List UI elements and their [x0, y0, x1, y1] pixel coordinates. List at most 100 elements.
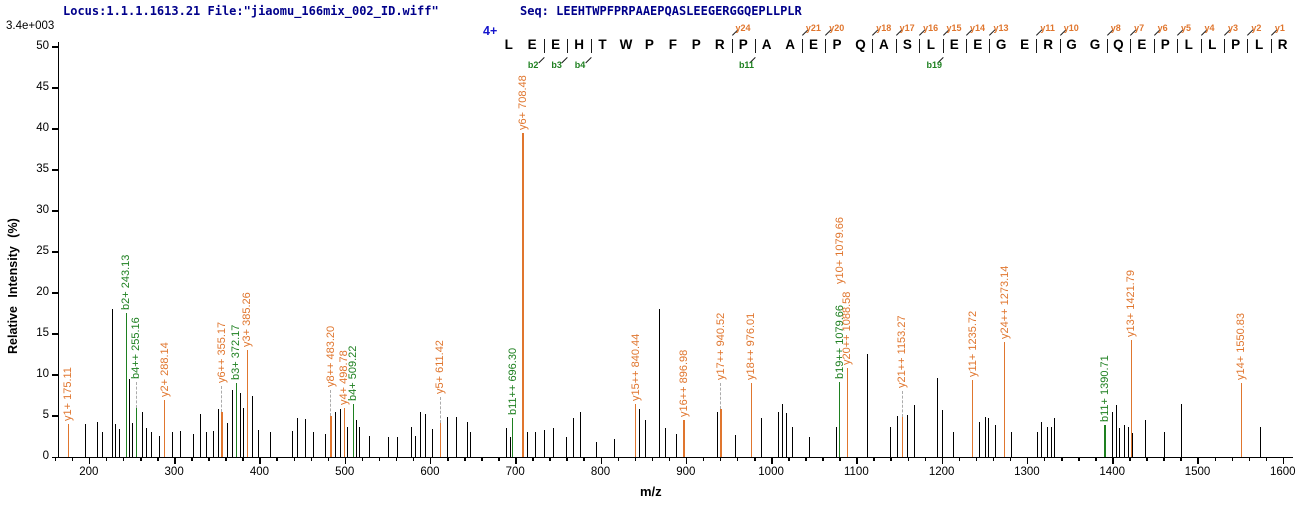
x-axis-minor-tick — [736, 457, 739, 461]
fragment-boundary-tick — [1270, 39, 1272, 53]
y-ion-peak-label: y24++ 1273.14 — [998, 265, 1011, 340]
x-axis-tick-label: 1100 — [843, 466, 869, 478]
y-ion-peak-label: y16++ 896.98 — [677, 349, 690, 418]
spectrum-peak — [596, 442, 598, 457]
y-ion-peak-label: y17++ 940.52 — [714, 313, 727, 381]
y-axis-tick — [52, 333, 59, 335]
spectrum-peak — [936, 378, 938, 457]
spectrum-peak — [1124, 425, 1126, 457]
sequence-header-text: Seq: LEEHTWPFPRPAAEPQASLEEGERGGQEPLLPLR — [520, 4, 802, 18]
x-axis-major-tick — [88, 457, 91, 464]
b-fragment-label: b2 — [527, 60, 539, 70]
spectrum-peak — [665, 428, 667, 457]
x-axis-major-tick — [600, 457, 603, 464]
x-axis-minor-tick — [293, 457, 296, 461]
x-axis-minor-tick — [54, 457, 57, 461]
spectrum-peak — [296, 417, 298, 457]
fragment-boundary-tick — [801, 39, 803, 53]
x-axis-minor-tick — [276, 457, 278, 461]
sequence-residue: A — [785, 37, 795, 52]
y-fragment-label: y15 — [946, 23, 962, 33]
x-axis-minor-tick — [1078, 457, 1080, 461]
spectrum-peak — [313, 432, 315, 457]
fragment-boundary-tick — [543, 39, 545, 53]
fragment-boundary-tick — [1247, 39, 1249, 53]
spectrum-peak — [257, 429, 259, 457]
spectrum-peak — [792, 427, 794, 457]
x-axis-minor-tick — [958, 457, 961, 461]
y-ion-peak-label: y1+ 175.11 — [62, 367, 75, 422]
y-axis-tick-label: 10 — [36, 367, 49, 380]
x-axis-minor-tick — [1146, 457, 1148, 461]
sequence-residue: G — [1089, 37, 1101, 52]
spectrum-peak — [369, 435, 371, 457]
sequence-residue: P — [644, 37, 654, 52]
spectrum-peak — [115, 424, 117, 457]
x-axis-minor-tick — [1265, 457, 1268, 461]
locus-file-text: Locus:1.1.1.1613.21 File:"jiaomu_166mix_… — [63, 4, 439, 18]
x-axis-minor-tick — [1231, 457, 1234, 461]
spectrum-peak — [339, 409, 341, 457]
x-axis-minor-tick — [617, 457, 620, 461]
y-ion-peak-label: y14+ 1550.83 — [1235, 313, 1248, 381]
spectrum-peak — [470, 431, 472, 457]
x-axis-tick-label: 1200 — [928, 466, 955, 478]
x-axis-major-tick — [259, 457, 261, 464]
y-fragment-label: y5 — [1181, 23, 1192, 33]
sequence-residue: P — [738, 37, 748, 52]
x-axis-minor-tick — [788, 457, 790, 461]
sequence-residue: Q — [1113, 37, 1124, 52]
spectrum-peak — [906, 415, 908, 457]
y-axis-tick — [52, 87, 59, 89]
x-axis-minor-tick — [634, 457, 637, 461]
y-fragment-label: y24 — [735, 23, 751, 33]
spectrum-peak — [897, 416, 899, 457]
fragment-boundary-tick — [590, 39, 592, 53]
label-connector-dash — [330, 390, 332, 416]
y-ion-peak — [67, 424, 69, 457]
x-axis-minor-tick — [71, 457, 74, 461]
spectrum-peak — [128, 379, 130, 457]
y-ion-peak — [221, 411, 223, 457]
spectrum-peak — [97, 421, 99, 457]
spectrum-peak — [987, 417, 989, 457]
spectrum-peak — [1037, 431, 1039, 457]
spectrum-peak — [347, 427, 349, 457]
x-axis-minor-tick — [822, 457, 824, 461]
b-fragment-label: b19 — [926, 60, 943, 70]
spectrum-peak — [205, 432, 207, 457]
spectrum-peak — [942, 410, 944, 457]
spectrum-peak — [411, 426, 413, 457]
spectrum-peak — [913, 405, 915, 457]
x-axis-minor-tick — [532, 457, 534, 461]
x-axis-minor-tick — [157, 457, 159, 461]
sequence-residue: G — [1066, 37, 1077, 52]
spectrum-peak — [544, 429, 546, 457]
y-fragment-label: y10 — [1063, 23, 1079, 33]
y-ion-peak — [720, 409, 722, 457]
sequence-residue: L — [1208, 37, 1217, 52]
y-axis-tick-label: 50 — [36, 39, 49, 52]
y-axis-tick — [52, 251, 59, 253]
fragment-boundary-tick — [942, 39, 944, 53]
spectrum-peak — [565, 436, 567, 457]
x-axis-minor-tick — [975, 457, 978, 461]
spectrum-peak — [979, 421, 981, 457]
sequence-residue: L — [1184, 37, 1193, 52]
fragment-boundary-tick — [754, 39, 756, 53]
x-axis-minor-tick — [702, 457, 705, 461]
spectrum-peak — [867, 354, 869, 457]
b-fragment-label: b4 — [574, 60, 586, 70]
y-fragment-label: y6 — [1157, 23, 1168, 33]
fragment-boundary-tick — [1059, 39, 1061, 53]
y-ion-peak — [635, 403, 637, 457]
spectrum-peak — [291, 430, 293, 457]
y-ion-peak-label: y13+ 1421.79 — [1125, 269, 1138, 337]
y-ion-peak-label: y6++ 355.17 — [215, 321, 228, 383]
b-ion-peak — [235, 383, 238, 457]
x-axis-major-tick — [1026, 457, 1029, 464]
spectrum-peak — [1119, 428, 1121, 457]
spectrum-peak — [1010, 432, 1012, 457]
spectrum-peak — [132, 422, 134, 457]
